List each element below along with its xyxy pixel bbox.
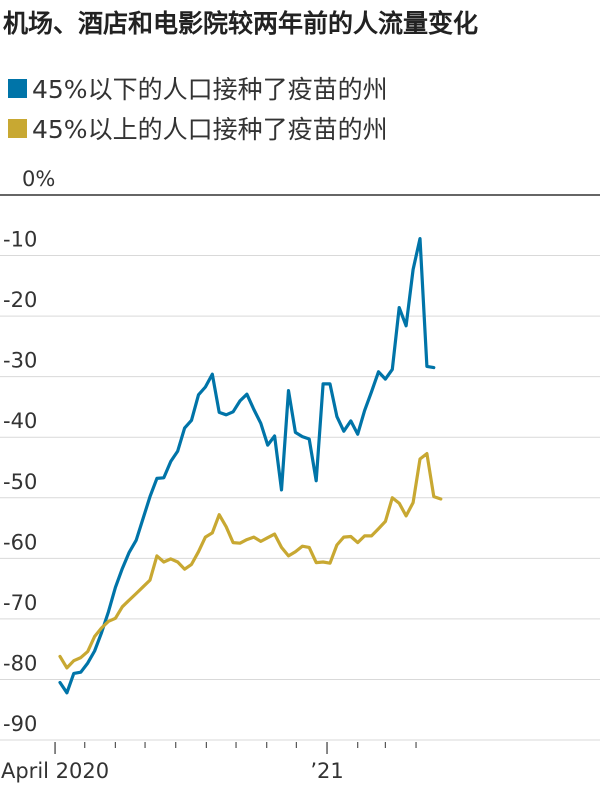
legend-swatch-above-45 [8,118,27,138]
y-tick-label: -20 [3,288,37,312]
x-tick-label: ’21 [310,759,343,783]
y-tick-label: -80 [3,651,37,675]
y-tick-label: -90 [3,712,37,736]
chart-title: 机场、酒店和电影院较两年前的人流量变化 [3,9,479,38]
y-tick-label: -60 [3,530,37,554]
legend-swatch-below-45 [8,78,27,98]
y-tick-label: -40 [3,409,37,433]
legend-label-below-45: 45%以下的人口接种了疫苗的州 [32,75,388,104]
legend-item-above-45: 45%以上的人口接种了疫苗的州 [8,108,388,148]
y-tick-label: -30 [3,349,37,373]
series-line-1 [58,452,443,670]
y-tick-label: -70 [3,591,37,615]
series-line-0 [58,237,436,695]
legend-item-below-45: 45%以下的人口接种了疫苗的州 [8,68,388,108]
x-tick-label: April 2020 [1,759,109,783]
legend: 45%以下的人口接种了疫苗的州 45%以上的人口接种了疫苗的州 [8,68,388,148]
y-tick-label: -50 [3,470,37,494]
y-tick-label: -10 [3,228,37,252]
y-tick-label: 0% [22,167,55,191]
legend-label-above-45: 45%以上的人口接种了疫苗的州 [32,115,388,144]
